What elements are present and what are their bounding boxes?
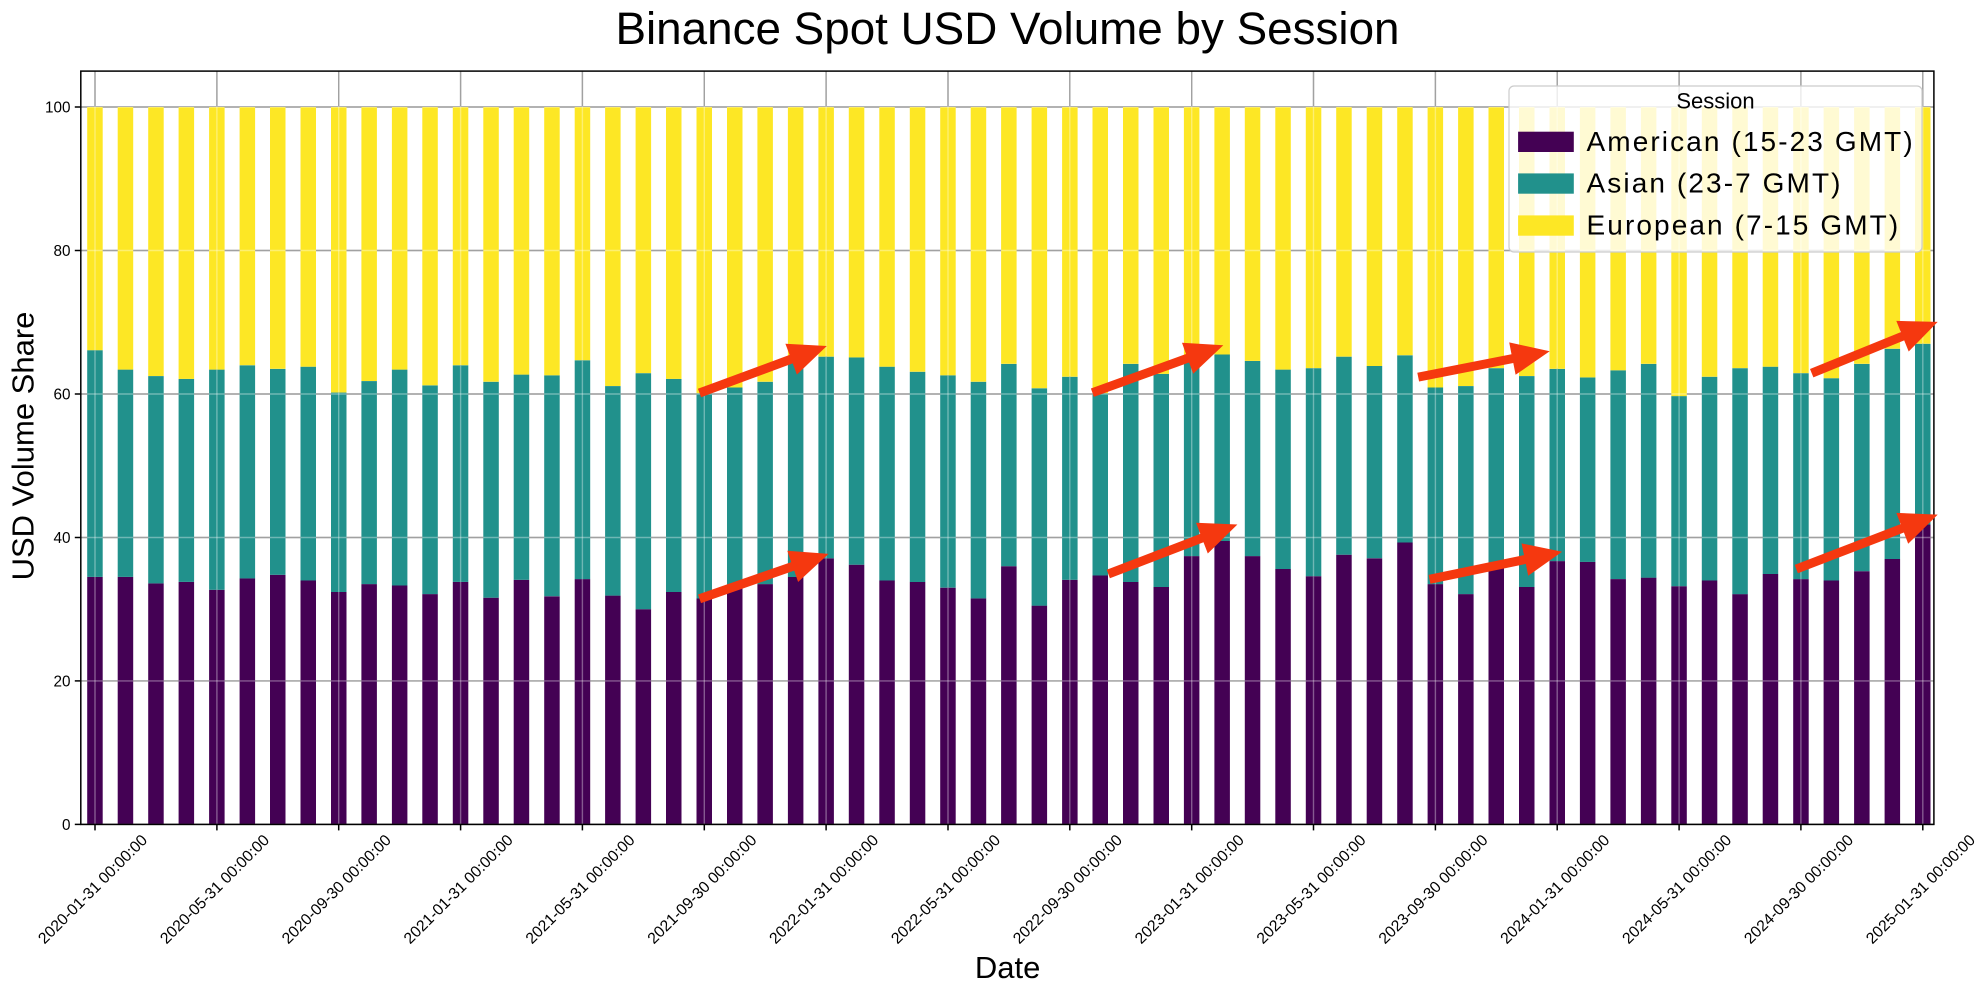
svg-text:Asian (23-7 GMT): Asian (23-7 GMT) [1587, 168, 1843, 199]
svg-text:Date: Date [975, 950, 1040, 985]
svg-text:Binance Spot USD Volume by Ses: Binance Spot USD Volume by Session [615, 3, 1399, 54]
svg-text:80: 80 [53, 243, 70, 260]
svg-text:40: 40 [53, 530, 70, 547]
svg-text:Session: Session [1676, 89, 1754, 114]
svg-text:100: 100 [45, 99, 71, 116]
svg-text:20: 20 [53, 673, 70, 690]
svg-text:0: 0 [62, 817, 71, 834]
svg-text:European (7-15 GMT): European (7-15 GMT) [1587, 210, 1901, 241]
svg-text:American (15-23 GMT): American (15-23 GMT) [1587, 126, 1915, 157]
svg-text:USD Volume Share: USD Volume Share [6, 312, 41, 581]
svg-text:60: 60 [53, 386, 70, 403]
